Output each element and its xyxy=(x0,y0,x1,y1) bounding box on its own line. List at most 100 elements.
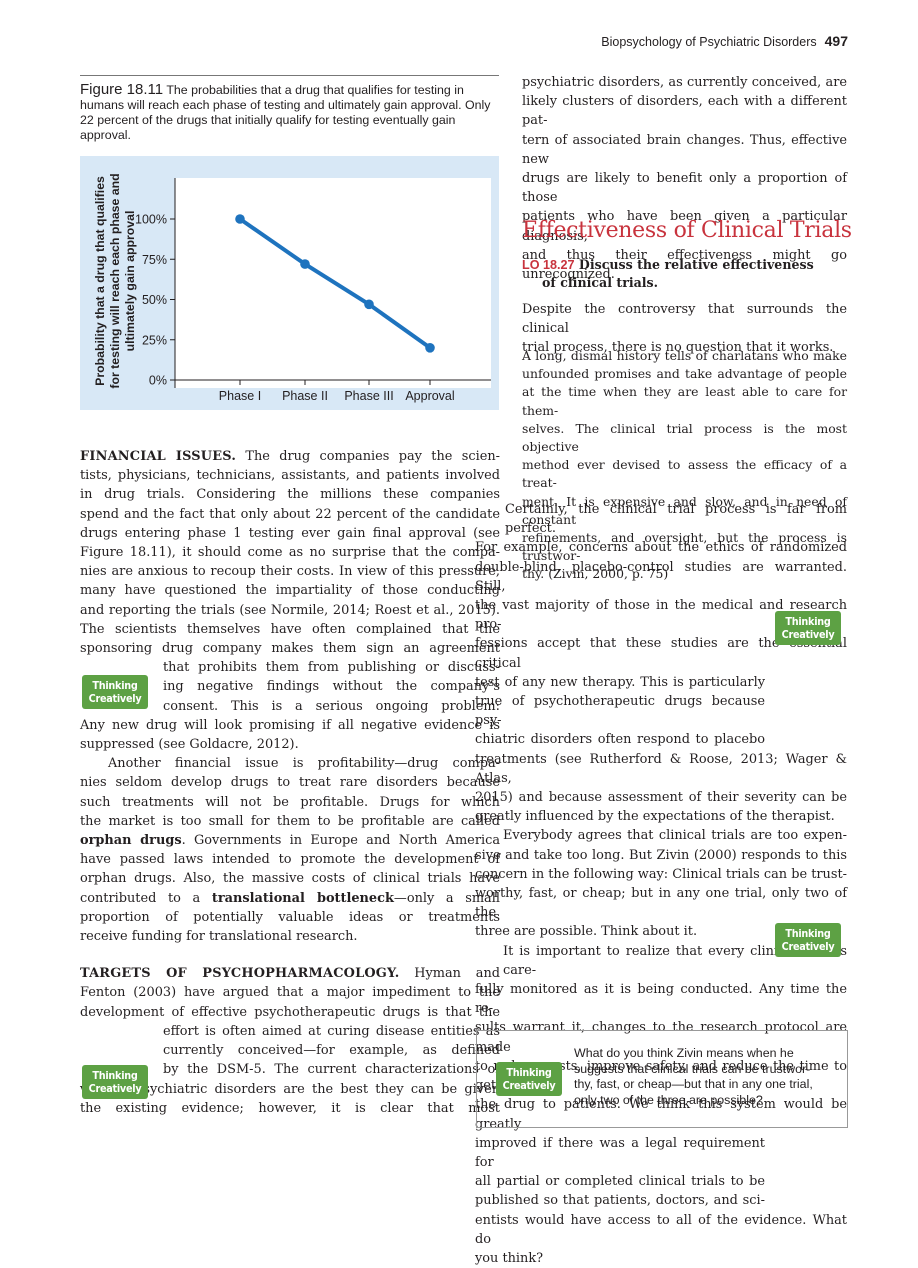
text-line: ment. It is expensive and slow, and in n… xyxy=(522,493,847,527)
key-term-orphan-drugs: orphan drugs xyxy=(80,833,182,849)
thinking-creatively-badge: Thinking Creatively xyxy=(775,923,841,957)
text-line: Any new drug will look promising if all … xyxy=(80,717,500,733)
text-line: thy. (Zivin, 2000, p. 75) xyxy=(522,566,669,582)
text-line: 2015) and because assessment of their se… xyxy=(475,790,847,806)
y-tick-labels: 0% 25% 50% 75% 100% xyxy=(135,213,175,388)
text-line: orphan drugs. Governments in Europe and … xyxy=(80,831,500,850)
y-axis-label: Probability that a drug that qualifies fo… xyxy=(93,173,137,388)
series-line xyxy=(238,217,432,350)
text-line: The scientists themselves have often com… xyxy=(80,621,500,637)
figure-chart-panel: Probability that a drug that qualifies fo… xyxy=(80,156,499,410)
text-line: ing negative findings without the compan… xyxy=(163,679,500,695)
text-line: drugs entering phase 1 testing ever gain… xyxy=(80,525,500,541)
text-run: —only a small xyxy=(393,890,500,906)
page-number: 497 xyxy=(824,33,848,49)
text-line: trial process, there is no question that… xyxy=(522,340,834,356)
badge-line-1: Thinking xyxy=(785,615,831,628)
block-quote: A long, dismal history tells of charlata… xyxy=(522,347,847,584)
thinking-creatively-badge: Thinking Creatively xyxy=(82,675,148,709)
learning-objective-text-1: Discuss the relative effectiveness xyxy=(574,257,814,272)
text-line: It is important to realize that every cl… xyxy=(503,943,847,978)
learning-objective-code: LO 18.27 xyxy=(522,258,575,272)
x-tick-labels: Phase I Phase II Phase III Approval xyxy=(219,380,455,403)
text-line: three are possible. Think about it. xyxy=(475,924,698,940)
text-line: drugs are likely to benefit only a propo… xyxy=(522,171,847,206)
text-line: to reduce costs, improve safety, and red… xyxy=(475,1058,847,1094)
badge-line-1: Thinking xyxy=(785,927,831,940)
text-line: sponsoring drug company makes them sign … xyxy=(80,641,500,657)
text-run: The drug companies pay the scien- xyxy=(236,449,500,464)
badge-line-2: Creatively xyxy=(781,628,835,641)
left-column: FINANCIAL ISSUES. The drug companies pay… xyxy=(80,447,500,1118)
text-line: selves. The clinical trial process is th… xyxy=(522,420,847,455)
y-tick-label: 100% xyxy=(135,213,167,227)
text-line: A long, dismal history tells of charlata… xyxy=(522,348,847,363)
thinking-creatively-badge: Thinking Creatively xyxy=(496,1062,562,1096)
x-tick-label: Phase I xyxy=(219,389,261,403)
badge-line-2: Creatively xyxy=(781,940,835,953)
badge-line-1: Thinking xyxy=(92,679,138,692)
text-line: spend and the fact that only about 22 pe… xyxy=(80,506,500,522)
y-axis-label-line: for testing will reach each phase and xyxy=(108,173,122,388)
x-tick-label: Approval xyxy=(405,389,454,403)
text-line: Everybody agrees that clinical trials ar… xyxy=(503,828,847,844)
run-in-head-targets: TARGETS OF PSYCHOPHARMACOLOGY. xyxy=(80,966,400,982)
text-line: Fenton (2003) have argued that a major i… xyxy=(80,985,500,1001)
text-line: true of psychotherapeutic drugs because … xyxy=(475,694,765,729)
y-axis-label-line: Probability that a drug that qualifies xyxy=(93,176,107,386)
text-line: concern in the following way: Clinical t… xyxy=(475,866,847,882)
text-line: and reporting the trials (see Normile, 2… xyxy=(80,602,500,618)
text-line: double-blind, placebo-control studies ar… xyxy=(475,559,847,594)
axes xyxy=(174,178,491,388)
data-point xyxy=(300,259,310,269)
series xyxy=(235,214,435,353)
text-line: entists would have access to all of the … xyxy=(475,1212,847,1247)
text-line: contributed to a translational bottlenec… xyxy=(80,889,500,908)
x-tick-label: Phase II xyxy=(282,389,328,403)
thinking-creatively-box xyxy=(476,1030,848,1128)
question-line: only two of the three are possible? xyxy=(574,1092,763,1107)
thinking-creatively-badge: Thinking Creatively xyxy=(82,1065,148,1099)
text-line: psychiatric disorders, as currently conc… xyxy=(522,75,847,90)
question-line: thy, fast, or cheap—but that in any one … xyxy=(574,1077,813,1091)
text-run: . Governments in Europe and North Americ… xyxy=(181,833,501,849)
thinking-creatively-question: What do you think Zivin means when he sug… xyxy=(574,1046,836,1108)
x-tick-label: Phase III xyxy=(344,389,393,403)
text-line: development of effective psychotherapeut… xyxy=(80,1004,500,1020)
badge-line-2: Creatively xyxy=(502,1079,556,1092)
text-line: you think? xyxy=(475,1250,544,1266)
text-line: patients who have been given a particula… xyxy=(522,209,847,244)
badge-line-2: Creatively xyxy=(88,1082,142,1095)
text-line: greatly influenced by the expectations o… xyxy=(475,809,835,825)
text-line: unfounded promises and take advantage of… xyxy=(522,366,847,382)
data-point xyxy=(235,214,245,224)
text-line: such treatments will not be profitable. … xyxy=(80,794,500,810)
text-line: Despite the controversy that surrounds t… xyxy=(522,302,847,337)
y-tick-label: 50% xyxy=(142,293,167,307)
y-axis-label-line: ultimately gain approval xyxy=(123,211,137,352)
running-head-title: Biopsychology of Psychiatric Disorders xyxy=(601,35,817,49)
text-line: currently conceived—for example, as defi… xyxy=(163,1043,500,1059)
text-line: the vast majority of those in the medica… xyxy=(475,598,847,633)
text-line: sive and take too long. But Zivin (2000)… xyxy=(475,847,847,863)
learning-objective: LO 18.27 Discuss the relative effectiven… xyxy=(522,256,852,291)
text-line: effort is often aimed at curing disease … xyxy=(163,1023,500,1039)
badge-line-1: Thinking xyxy=(506,1066,552,1079)
text-line: that prohibits them from publishing or d… xyxy=(163,660,500,676)
question-line: What do you think Zivin means when he xyxy=(574,1046,794,1060)
text-line: consent. This is a serious ongoing probl… xyxy=(163,698,500,714)
text-line: test of any new therapy. This is particu… xyxy=(475,674,765,690)
text-line: FINANCIAL ISSUES. The drug companies pay… xyxy=(80,447,500,466)
learning-objective-text-2: of clinical trials. xyxy=(542,275,659,290)
text-line: by the DSM-5. The current characterizati… xyxy=(163,1062,500,1078)
figure-top-rule xyxy=(80,75,499,76)
text-line: nies seldom develop drugs to treat rare … xyxy=(80,775,500,791)
y-tick-label: 0% xyxy=(149,374,167,388)
text-line: method ever devised to assess the effica… xyxy=(522,457,847,491)
text-line: chiatric disorders often respond to plac… xyxy=(475,732,765,748)
text-line: and thus their effectiveness might go un… xyxy=(522,247,847,283)
line-chart: Probability that a drug that qualifies fo… xyxy=(93,173,491,403)
text-line: Certainly, the clinical trial process is… xyxy=(505,502,847,537)
text-line: tists, physicians, technicians, assistan… xyxy=(80,468,500,484)
text-line: fessions accept that these studies are t… xyxy=(475,636,847,671)
